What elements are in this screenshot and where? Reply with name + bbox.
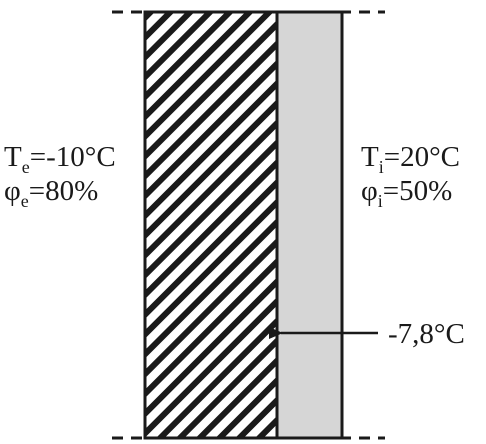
interface-temperature-label: -7,8°C [388,318,465,350]
interior-humidity-label: φi=50% [361,175,452,211]
insulation-layer [275,10,344,440]
exterior-temperature-label: Te=-10°C [4,141,116,177]
masonry-layer [143,10,279,440]
interior-temperature-label: Ti=20°C [361,141,460,177]
exterior-humidity-label: φe=80% [4,175,98,211]
